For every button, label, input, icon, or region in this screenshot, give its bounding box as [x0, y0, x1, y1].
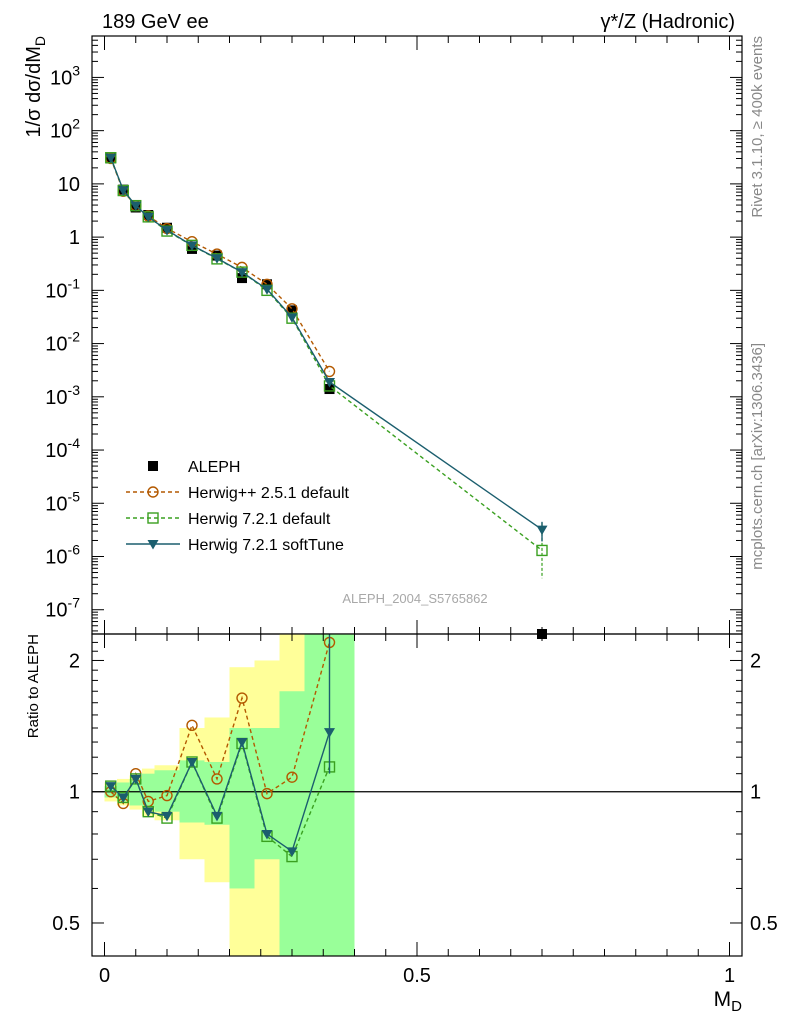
ratio-data-point [261, 829, 273, 840]
main-data-point [211, 254, 223, 264]
main-y-tick-label: 10-6 [45, 541, 80, 568]
legend-marker [148, 461, 158, 471]
main-y-tick-label: 10-4 [45, 435, 80, 462]
main-data-point [287, 305, 297, 316]
ratio-band-inner [229, 728, 255, 889]
ratio-y-tick-label: 0.5 [52, 913, 80, 935]
legend-entry: Herwig 7.2.1 softTune [126, 537, 344, 554]
ratio-data-point [161, 811, 173, 822]
legend-entry: Herwig++ 2.5.1 default [126, 485, 350, 502]
ratio-data-point [236, 738, 248, 748]
main-y-tick-label: 10-3 [45, 382, 80, 409]
main-data-point [262, 279, 272, 290]
ratio-y-tick-label-right: 2 [750, 650, 761, 672]
ratio-series [105, 728, 335, 857]
ratio-data-point [286, 847, 298, 857]
ratio-y-tick-label-right: 1 [750, 782, 761, 804]
ratio-panel-frame [91, 633, 743, 957]
main-y-tick-label: 102 [50, 116, 80, 143]
ratio-y-tick-label: 1 [69, 782, 80, 804]
main-data-point [237, 273, 247, 284]
main-data-point [130, 201, 142, 212]
ratio-data-point [105, 782, 117, 792]
legend-marker [147, 486, 159, 498]
main-series-line [110, 157, 543, 531]
main-data-point [161, 225, 173, 237]
main-y-tick-label: 103 [50, 62, 80, 89]
main-y-tick-label: 10-5 [45, 488, 80, 515]
main-series-line [110, 158, 331, 372]
main-data-point [324, 377, 335, 388]
ratio-data-point [211, 773, 223, 785]
legend-label: ALEPH [188, 459, 240, 476]
main-data-point [186, 241, 198, 251]
legend-label: Herwig++ 2.5.1 default [188, 485, 350, 502]
main-data-point [117, 186, 129, 196]
main-data-point [323, 365, 336, 378]
ratio-y-axis-label: Ratio to ALEPH [25, 634, 42, 738]
main-y-tick-label: 10 [58, 174, 80, 196]
rivet-version-label: Rivet 3.1.10, ≥ 400k events [749, 36, 766, 218]
analysis-watermark: ALEPH_2004_S5765862 [342, 591, 487, 606]
ratio-y-tick-label-right: 0.5 [750, 913, 778, 935]
legend-marker [147, 540, 159, 550]
main-y-tick-label: 1 [69, 227, 80, 249]
main-data-point [211, 253, 223, 265]
main-data-point [324, 384, 335, 395]
main-y-tick-label: 10-1 [45, 275, 80, 302]
x-tick-label: 1 [724, 965, 735, 987]
main-y-axis-label: 1/σ dσ/dMD [23, 36, 48, 138]
legend: ALEPH Herwig++ 2.5.1 default Herwig 7.2.1 … [126, 459, 350, 554]
ratio-data-point [186, 719, 198, 732]
header-right-title: γ*/Z (Hadronic) [601, 11, 735, 33]
main-series [105, 152, 336, 378]
ratio-data-point [236, 692, 248, 704]
ratio-data-point [117, 793, 129, 803]
legend-entry: Herwig 7.2.1 default [126, 511, 331, 528]
legend-marker [147, 512, 159, 524]
ratio-data-point [211, 811, 223, 822]
ratio-data-point [261, 787, 273, 800]
main-data-point [105, 153, 117, 164]
x-axis-label: MD [714, 988, 743, 1015]
main-data-point [261, 285, 273, 295]
main-data-point [286, 313, 298, 323]
main-data-point [142, 212, 154, 223]
ratio-data-point [142, 807, 154, 818]
legend-entry: ALEPH [148, 459, 240, 476]
x-tick-label: 0 [99, 965, 110, 987]
ratio-data-point [130, 774, 142, 785]
ratio-y-tick-label: 2 [69, 650, 80, 672]
main-data-point [161, 226, 173, 236]
ratio-data-point [286, 771, 298, 783]
ratio-data-point [186, 757, 198, 768]
main-y-tick-label: 10-7 [45, 595, 80, 622]
mcplots-label: mcplots.cern.ch [arXiv:1306.3436] [749, 343, 766, 570]
main-data-point [236, 268, 248, 278]
main-series [105, 153, 548, 536]
main-y-tick-label: 10-2 [45, 329, 80, 356]
main-data-point [286, 312, 298, 324]
x-tick-label: 0.5 [403, 965, 431, 987]
ratio-band-inner [142, 773, 155, 808]
header-left-title: 189 GeV ee [102, 11, 209, 33]
legend-label: Herwig 7.2.1 default [188, 511, 331, 528]
legend-label: Herwig 7.2.1 softTune [188, 537, 344, 554]
ratio-data-point [161, 789, 173, 802]
